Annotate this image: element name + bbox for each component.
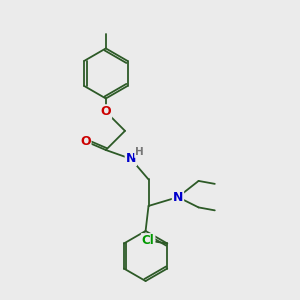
Text: Cl: Cl xyxy=(142,234,154,247)
Text: O: O xyxy=(80,135,91,148)
Text: O: O xyxy=(100,105,111,118)
Text: N: N xyxy=(173,190,183,204)
Text: H: H xyxy=(135,147,143,158)
Text: N: N xyxy=(126,152,136,165)
